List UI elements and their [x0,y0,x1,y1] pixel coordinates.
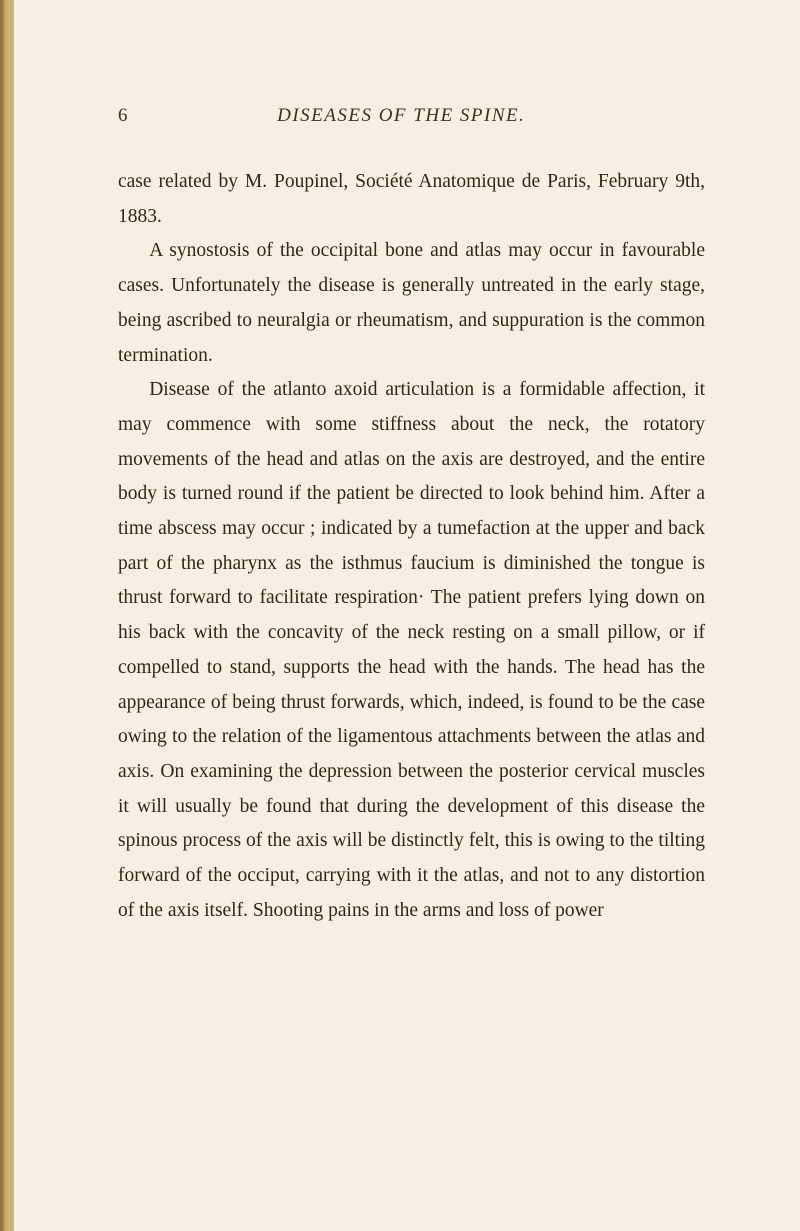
page-number: 6 [118,105,128,127]
paragraph: Disease of the atlanto axoid articulatio… [118,373,705,928]
paragraph: A synostosis of the occipital bone and a… [118,234,705,373]
page-container: 6 DISEASES OF THE SPINE. case related by… [0,0,800,988]
running-title: DISEASES OF THE SPINE. [128,105,676,127]
paragraph: case related by M. Poupinel, Société Ana… [118,165,705,234]
body-text: case related by M. Poupinel, Société Ana… [118,165,705,928]
book-spine-edge-highlight [4,0,10,1231]
page-header: 6 DISEASES OF THE SPINE. [118,105,705,127]
